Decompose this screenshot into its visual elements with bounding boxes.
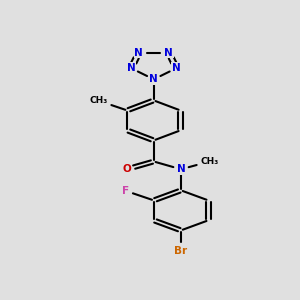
Text: N: N — [177, 164, 185, 174]
Text: N: N — [172, 63, 181, 73]
Text: Br: Br — [174, 246, 188, 256]
Text: N: N — [127, 63, 136, 73]
Text: N: N — [149, 74, 158, 84]
Text: N: N — [164, 48, 173, 58]
Text: O: O — [122, 164, 131, 174]
Text: CH₃: CH₃ — [200, 157, 219, 166]
Text: F: F — [122, 186, 129, 196]
Text: N: N — [134, 48, 143, 58]
Text: CH₃: CH₃ — [90, 96, 108, 105]
